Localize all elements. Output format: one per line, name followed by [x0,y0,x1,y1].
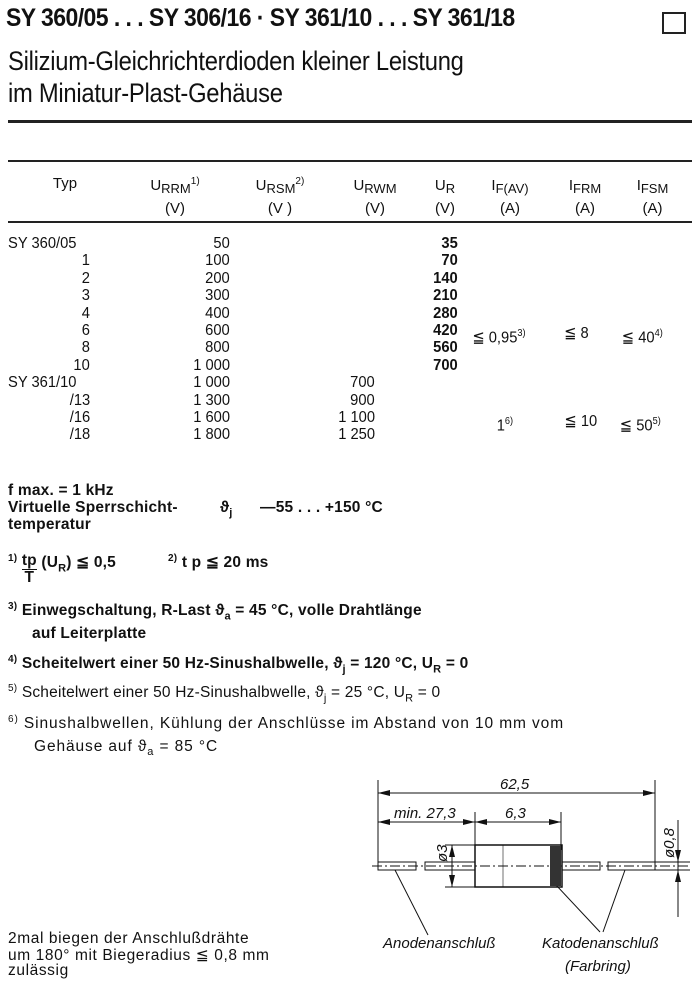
page-title: SY 360/05 . . . SY 306/16 · SY 361/10 . … [6,4,515,32]
urrm-cell: 300 [205,287,230,305]
typ-cell: 3 [81,287,90,305]
cathode-wire-segment [607,861,656,871]
tj-label-1: Virtuelle Sperrschicht- [8,499,178,516]
cathode-leader [555,884,601,933]
typ-cell: 2 [81,269,90,287]
column-header: Typ [52,175,78,192]
urrm-cell: 1 300 [193,391,230,409]
urrm-cell: 1 800 [193,426,230,444]
color-ring [550,846,561,886]
cathode-note: (Farbring) [565,958,631,975]
ur-cell: 420 [433,322,458,339]
urrm-cell: 100 [205,252,230,270]
empty-square-icon [662,12,686,34]
urwm-cell: 900 [350,391,375,409]
ur-cell: 700 [433,356,458,374]
typ-cell: /16 [69,409,90,426]
anode-leader [394,869,429,936]
column-header: URSM2) (V ) [255,176,305,217]
urwm-cell: 700 [350,374,375,392]
footnote-3: 3) Einwegschaltung, R-Last ϑa = 45 °C, v… [8,601,422,623]
typ-cell: SY 360/05 [8,235,77,252]
wire-diameter-label: ø0,8 [661,827,678,858]
footnote-3-line-2: auf Leiterplatte [32,625,147,642]
tj-label-2: temperatur [8,516,91,533]
urrm-cell: 50 [213,235,230,252]
typ-cell: SY 361/10 [8,374,77,392]
body-diameter-label: ø3 [434,844,451,862]
body-length-label: 6,3 [505,805,527,822]
footnote-6: 6) Sinushalbwellen, Kühlung der Anschlüs… [8,714,565,733]
ur-cell: 70 [441,252,458,270]
typ-cell: 4 [81,304,90,322]
urrm-cell: 1 600 [193,409,230,426]
ifsm-group2: ≦ 505) [619,416,661,435]
column-header: IF(AV) (A) [491,177,529,217]
ifsm-group1: ≦ 404) [621,328,663,347]
column-header: URRM1) (V) [150,176,200,217]
cathode-leader [602,869,626,933]
typ-cell: 6 [81,322,90,339]
column-header: IFSM (A) [636,177,669,217]
urrm-cell: 200 [205,269,230,287]
footnote-1: 1) tp T (UR) ≦ 0,5 [8,552,116,586]
arrowheads [378,790,681,887]
urrm-cell: 600 [205,322,230,339]
urrm-cell: 1 000 [193,374,230,392]
footnote-5: 5) Scheitelwert einer 50 Hz-Sinushalbwel… [8,683,441,705]
typ-cell: /13 [69,391,90,409]
footnote-6-line-2: Gehäuse auf ϑa = 85 °C [34,738,219,759]
ur-cell: 35 [441,235,458,252]
cathode-label: Katodenanschluß [542,935,659,952]
diode-body [474,844,563,888]
footnote-4: 4) Scheitelwert einer 50 Hz-Sinushalbwel… [8,654,469,676]
footnote-2: 2) t p ≦ 20 ms [168,553,269,572]
ifrm-group2: ≦ 10 [564,413,598,430]
typ-cell: 10 [73,356,90,374]
column-header: IFRM (A) [568,177,602,217]
ur-cell: 140 [433,269,458,287]
if-av-group1: ≦ 0,953) [472,328,526,347]
fmax: f max. = 1 kHz [8,482,114,499]
tj-value: —55 . . . +150 °C [260,499,383,516]
typ-cell: /18 [69,426,90,444]
urrm-cell: 800 [205,339,230,357]
bending-note-line-3: zulässig [8,962,69,979]
total-length-label: 62,5 [500,776,530,793]
min-wire-label: min. 27,3 [394,805,456,822]
ur-cell: 280 [433,304,458,322]
bending-note-line-1: 2mal biegen der Anschlußdrähte [8,930,250,947]
column-header: UR (V) [434,177,456,217]
ur-cell: 210 [433,287,458,305]
typ-cell: 8 [81,339,90,357]
urrm-cell: 400 [205,304,230,322]
urrm-cell: 1 000 [193,356,230,374]
anode-label: Anodenanschluß [382,935,496,952]
if-av-group2: 16) [496,416,514,435]
title-rule [8,120,692,123]
table-header-rule [8,221,692,223]
column-header: URWM (V) [353,177,397,217]
ur-cell: 560 [433,339,458,357]
subtitle-line-2: im Miniatur-Plast-Gehäuse [8,78,283,108]
ifrm-group1: ≦ 8 [564,325,589,342]
table-top-rule [8,160,692,162]
bending-note-line-2: um 180° mit Biegeradius ≦ 0,8 mm [8,947,270,964]
urwm-cell: 1 100 [338,409,375,426]
subtitle-line-1: Silizium-Gleichrichterdioden kleiner Lei… [8,46,464,76]
urwm-cell: 1 250 [338,426,375,444]
anode-wire-segment [377,861,417,871]
tj-symbol: ϑj [220,499,233,520]
typ-cell: 1 [81,252,90,270]
